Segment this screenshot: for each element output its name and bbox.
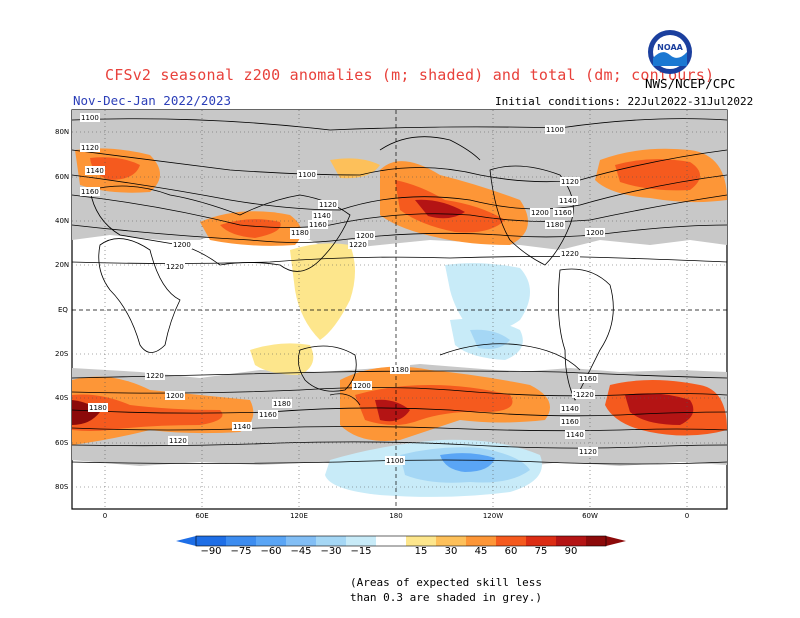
contour-label: 1200 bbox=[531, 209, 549, 217]
negative-anomalies bbox=[325, 263, 542, 497]
colorbar-arrow-left bbox=[176, 536, 196, 546]
lat-label: 80S bbox=[55, 483, 69, 491]
contour-label: 1160 bbox=[81, 188, 99, 196]
lon-label: 120E bbox=[290, 512, 308, 520]
lat-label: EQ bbox=[58, 306, 68, 314]
skill-note-line1: (Areas of expected skill less bbox=[350, 576, 543, 589]
lat-label: 20N bbox=[55, 261, 70, 269]
contour-label: 1140 bbox=[559, 197, 577, 205]
contour-label: 1100 bbox=[386, 457, 404, 465]
contour-label: 1140 bbox=[86, 167, 104, 175]
colorbar-tick: −75 bbox=[230, 546, 252, 557]
lat-label: 20S bbox=[55, 350, 69, 358]
contour-label: 1220 bbox=[349, 241, 367, 249]
contour-label: 1120 bbox=[169, 437, 187, 445]
contour-label-group: 1100 1120 1140 1160 1180 1200 1220 1100 … bbox=[80, 113, 605, 465]
lon-label: 0 bbox=[102, 512, 108, 520]
colorbar-tick: −45 bbox=[290, 546, 312, 557]
graticule bbox=[72, 110, 727, 509]
contour-label: 1220 bbox=[166, 263, 184, 271]
noaa-logo: NOAA bbox=[648, 30, 692, 74]
lon-label: 120W bbox=[482, 512, 504, 520]
contour-label: 1140 bbox=[566, 431, 584, 439]
contour-label: 1220 bbox=[576, 391, 594, 399]
colorbar bbox=[176, 535, 626, 547]
contour-label: 1180 bbox=[391, 366, 409, 374]
lat-label: 60S bbox=[55, 439, 69, 447]
colorbar-tick: 60 bbox=[504, 546, 518, 557]
positive-anomalies-north bbox=[75, 148, 727, 340]
contour-label: 1180 bbox=[291, 229, 309, 237]
contour-label: 1200 bbox=[586, 229, 604, 237]
contour-label: 1140 bbox=[313, 212, 331, 220]
lat-label: 40S bbox=[55, 394, 69, 402]
contour-label: 1100 bbox=[546, 126, 564, 134]
contour-label: 1180 bbox=[546, 221, 564, 229]
contour-label: 1200 bbox=[353, 382, 371, 390]
reference-lines bbox=[72, 110, 727, 509]
contour-label: 1120 bbox=[319, 201, 337, 209]
lon-label: 60W bbox=[582, 512, 598, 520]
contour-label: 1140 bbox=[233, 423, 251, 431]
contour-label: 1220 bbox=[561, 250, 579, 258]
logo-text: NOAA bbox=[657, 43, 683, 52]
forecast-period: Nov-Dec-Jan 2022/2023 bbox=[73, 93, 232, 108]
contour-label: 1200 bbox=[166, 392, 184, 400]
colorbar-tick: 30 bbox=[444, 546, 458, 557]
colorbar-tick: 75 bbox=[534, 546, 548, 557]
colorbar-tick: −60 bbox=[260, 546, 282, 557]
lon-label: 180 bbox=[389, 512, 403, 520]
contour-label: 1120 bbox=[579, 448, 597, 456]
contour-label: 1140 bbox=[561, 405, 579, 413]
agency-label: NWS/NCEP/CPC bbox=[645, 76, 736, 91]
contour-label: 1120 bbox=[561, 178, 579, 186]
contour-label: 1120 bbox=[81, 144, 99, 152]
contour-label: 1160 bbox=[554, 209, 572, 217]
contour-label: 1160 bbox=[259, 411, 277, 419]
contour-label: 1200 bbox=[356, 232, 374, 240]
colorbar-tick: −15 bbox=[350, 546, 372, 557]
colorbar-tick: 15 bbox=[414, 546, 428, 557]
contour-label: 1180 bbox=[273, 400, 291, 408]
colorbar-arrow-right bbox=[606, 536, 626, 546]
lon-label: 0 bbox=[684, 512, 690, 520]
skill-note-line2: than 0.3 are shaded in grey.) bbox=[350, 591, 543, 604]
colorbar-tick: 90 bbox=[564, 546, 578, 557]
contour-label: 1200 bbox=[173, 241, 191, 249]
lon-label: 60E bbox=[195, 512, 209, 520]
contour-label: 1100 bbox=[81, 114, 99, 122]
contour-label: 1160 bbox=[561, 418, 579, 426]
positive-anomalies-south bbox=[72, 343, 727, 445]
colorbar-tick: 45 bbox=[474, 546, 488, 557]
lat-label: 60N bbox=[55, 173, 70, 181]
contour-label: 1220 bbox=[146, 372, 164, 380]
contour-label: 1160 bbox=[309, 221, 327, 229]
contour-label: 1100 bbox=[298, 171, 316, 179]
colorbar-tick: −30 bbox=[320, 546, 342, 557]
contour-lines bbox=[72, 118, 727, 465]
lat-label: 40N bbox=[55, 217, 70, 225]
colorbar-tick: −90 bbox=[200, 546, 222, 557]
chart-title: CFSv2 seasonal z200 anomalies (m; shaded… bbox=[105, 66, 715, 84]
initial-conditions: Initial conditions: 22Jul2022-31Jul2022 bbox=[495, 95, 754, 108]
lat-label: 80N bbox=[55, 128, 70, 136]
map-plot-area: 1100 1120 1140 1160 1180 1200 1220 1100 … bbox=[72, 110, 727, 509]
contour-label: 1180 bbox=[89, 404, 107, 412]
contour-label: 1160 bbox=[579, 375, 597, 383]
